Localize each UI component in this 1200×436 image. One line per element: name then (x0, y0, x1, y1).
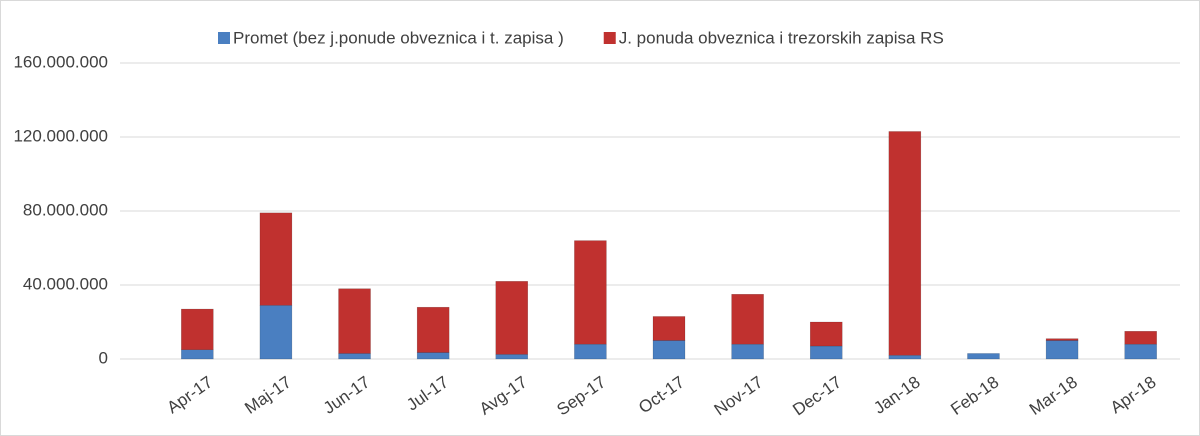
bar-segment (731, 343, 764, 360)
legend-swatch (603, 32, 616, 44)
legend-label: Promet (bez j.ponude obveznica i t. zapi… (233, 28, 564, 47)
bar-segment (1124, 343, 1157, 360)
y-tick-label: 120.000.000 (13, 126, 108, 145)
bar-segment (495, 281, 529, 355)
bar-segment (809, 321, 843, 347)
bar-segment (652, 340, 686, 360)
legend-label: J. ponuda obveznica i trezorskih zapisa … (619, 28, 944, 47)
bar-segment (574, 343, 607, 360)
bar-segment (259, 212, 293, 306)
bar-segment (809, 345, 843, 360)
bar-segment (888, 131, 922, 356)
legend-swatch (218, 32, 230, 44)
bar-segment (181, 349, 214, 360)
bar-segment (338, 353, 371, 360)
bar-segment (1045, 340, 1079, 360)
bar-segment (1045, 338, 1079, 341)
bar-segment (259, 305, 293, 360)
bar-segment (731, 294, 764, 345)
bar-segment (181, 308, 214, 350)
y-tick-label: 80.000.000 (23, 200, 108, 219)
y-tick-label: 0 (99, 348, 108, 367)
y-tick-label: 160.000.000 (13, 52, 108, 71)
bar-segment (495, 354, 529, 360)
y-tick-label: 40.000.000 (23, 274, 108, 293)
bar-segment (1124, 331, 1157, 345)
bar-segment (888, 355, 922, 360)
bar-segment (652, 316, 686, 341)
bar-segment (574, 240, 607, 345)
bar-segment (416, 352, 450, 360)
bar-segment (416, 306, 450, 353)
bar-segment (967, 353, 1000, 360)
bar-segment (338, 288, 371, 354)
